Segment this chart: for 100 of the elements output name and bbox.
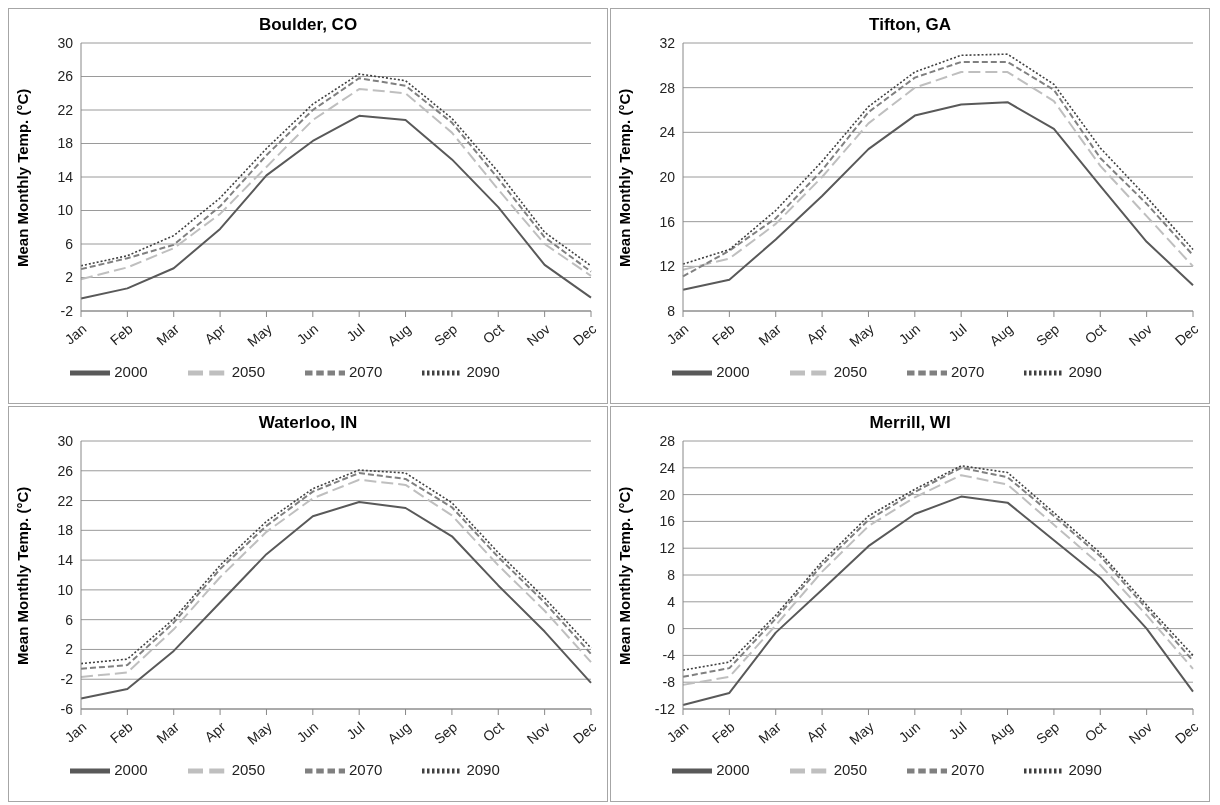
legend-label: 2090 <box>466 362 500 380</box>
y-tick-label: 6 <box>65 611 74 628</box>
x-tick-label: Sep <box>1032 320 1063 349</box>
x-tick-label: Apr <box>201 320 229 347</box>
x-tick-label: Dec <box>1171 718 1202 747</box>
y-tick-label: 28 <box>659 79 676 96</box>
y-tick-label: 20 <box>659 168 676 185</box>
y-tick-label: 12 <box>659 258 676 275</box>
y-tick-label: 10 <box>57 202 74 219</box>
y-axis-title: Mean Monthly Temp. (°C) <box>14 486 32 665</box>
legend-label: 2050 <box>231 362 265 380</box>
x-tick-label: Nov <box>523 718 553 747</box>
y-tick-label: 16 <box>659 513 676 530</box>
y-tick-label: 8 <box>667 302 676 319</box>
x-tick-label: Nov <box>523 320 553 349</box>
x-tick-label: Sep <box>430 320 461 349</box>
y-tick-label: 32 <box>659 34 676 51</box>
y-tick-label: -6 <box>60 700 74 717</box>
y-tick-label: 24 <box>659 124 676 141</box>
x-tick-label: Jul <box>343 718 368 743</box>
chart-title: Boulder, CO <box>257 15 359 35</box>
x-tick-label: Oct <box>1081 718 1109 745</box>
legend-label: 2000 <box>716 760 750 778</box>
y-tick-label: 2 <box>65 641 74 658</box>
y-tick-label: 26 <box>57 462 74 479</box>
x-tick-label: Aug <box>986 320 1016 349</box>
chart-title: Tifton, GA <box>868 15 952 35</box>
x-tick-label: Mar <box>153 718 183 747</box>
x-tick-label: Nov <box>1125 718 1155 747</box>
legend-label: 2070 <box>349 760 383 778</box>
y-tick-label: 22 <box>57 101 74 118</box>
y-tick-label: -4 <box>662 647 676 664</box>
legend-label: 2090 <box>1068 760 1102 778</box>
x-tick-label: Aug <box>384 320 414 349</box>
legend-label: 2000 <box>114 760 148 778</box>
x-tick-label: Jul <box>945 718 970 743</box>
legend-label: 2000 <box>114 362 148 380</box>
y-tick-label: 0 <box>667 620 676 637</box>
x-tick-label: Oct <box>479 718 507 745</box>
y-tick-label: 18 <box>57 522 74 539</box>
y-tick-label: 18 <box>57 135 74 152</box>
y-tick-label: 24 <box>659 459 676 476</box>
y-tick-label: 22 <box>57 492 74 509</box>
x-tick-label: Mar <box>755 320 785 349</box>
x-tick-label: Jul <box>343 320 368 345</box>
x-tick-label: Feb <box>106 718 136 747</box>
y-tick-label: 10 <box>57 581 74 598</box>
x-tick-label: Dec <box>569 320 600 349</box>
x-tick-label: Dec <box>569 718 600 747</box>
y-axis-title: Mean Monthly Temp. (°C) <box>616 88 634 267</box>
legend-label: 2050 <box>231 760 265 778</box>
x-tick-label: Jan <box>663 718 692 746</box>
x-tick-label: Dec <box>1171 320 1202 349</box>
x-tick-label: Apr <box>803 718 831 745</box>
x-tick-label: Jul <box>945 320 970 345</box>
x-tick-label: Aug <box>384 718 414 747</box>
y-tick-label: 28 <box>659 432 676 449</box>
line-series <box>682 101 1194 291</box>
y-axis-title: Mean Monthly Temp. (°C) <box>14 88 32 267</box>
y-tick-label: 6 <box>65 235 74 252</box>
x-tick-label: May <box>244 718 275 748</box>
x-tick-label: Aug <box>986 718 1016 747</box>
x-tick-label: May <box>846 320 877 350</box>
x-tick-label: Jun <box>293 320 322 348</box>
line-series <box>80 501 592 700</box>
chart-title: Waterloo, IN <box>257 413 359 433</box>
y-tick-label: 30 <box>57 432 74 449</box>
x-tick-label: Mar <box>755 718 785 747</box>
y-tick-label: 2 <box>65 269 74 286</box>
x-tick-label: Jan <box>61 718 90 746</box>
x-tick-label: Jan <box>663 320 692 348</box>
y-tick-label: 8 <box>667 566 676 583</box>
x-tick-label: Feb <box>106 320 136 349</box>
y-axis-title: Mean Monthly Temp. (°C) <box>616 486 634 665</box>
y-tick-label: 14 <box>57 552 74 569</box>
legend-label: 2050 <box>833 760 867 778</box>
chart-title: Merrill, WI <box>868 413 952 433</box>
y-tick-label: 16 <box>659 213 676 230</box>
y-tick-label: 20 <box>659 486 676 503</box>
y-tick-label: 30 <box>57 34 74 51</box>
x-tick-label: Oct <box>479 320 507 347</box>
x-tick-label: Sep <box>430 718 461 747</box>
x-tick-label: Jun <box>895 320 924 348</box>
x-tick-label: Nov <box>1125 320 1155 349</box>
y-tick-label: -8 <box>662 674 676 691</box>
y-tick-label: -2 <box>60 671 74 688</box>
legend-label: 2070 <box>951 760 985 778</box>
legend-label: 2090 <box>466 760 500 778</box>
legend-label: 2000 <box>716 362 750 380</box>
x-tick-label: Mar <box>153 320 183 349</box>
x-tick-label: Apr <box>803 320 831 347</box>
y-tick-label: 14 <box>57 168 74 185</box>
x-tick-label: Sep <box>1032 718 1063 747</box>
legend-label: 2070 <box>349 362 383 380</box>
y-tick-label: -12 <box>654 700 676 717</box>
legend-label: 2090 <box>1068 362 1102 380</box>
x-tick-label: Oct <box>1081 320 1109 347</box>
x-tick-label: Apr <box>201 718 229 745</box>
y-tick-label: 26 <box>57 68 74 85</box>
x-tick-label: Jun <box>895 718 924 746</box>
